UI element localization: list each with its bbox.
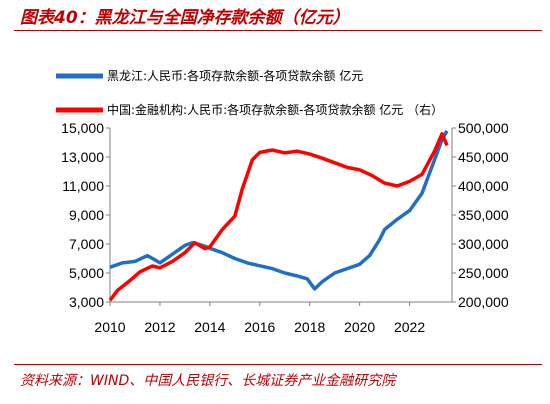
- right-tick-label: 200,000: [458, 294, 509, 310]
- x-tick-label: 2010: [94, 319, 125, 335]
- right-tick-label: 450,000: [458, 149, 509, 165]
- x-tick-label: 2016: [244, 319, 275, 335]
- left-tick-label: 15,000: [61, 120, 104, 136]
- x-tick-label: 2020: [344, 319, 375, 335]
- figure-title: 图表40：黑龙江与全国净存款余额（亿元）: [20, 8, 350, 28]
- tick-labels: 3,000 5,000 7,000 9,000 11,000 13,000 15,000 20…: [61, 120, 509, 335]
- title-divider: [14, 30, 542, 31]
- right-tick-label: 350,000: [458, 207, 509, 223]
- chart-legend: 黑龙江:人民币:各项存款余额-各项贷款余额 亿元 中国:金融机构:人民币:各项存…: [56, 68, 443, 117]
- series-line-national: [108, 132, 449, 302]
- left-tick-label: 3,000: [69, 294, 104, 310]
- source-divider: [14, 364, 542, 365]
- source-note: 资料来源：WIND、中国人民银行、长城证券产业金融研究院: [20, 373, 396, 389]
- x-tick-label: 2022: [394, 319, 425, 335]
- chart-axes: [106, 127, 456, 306]
- right-tick-label: 500,000: [458, 120, 509, 136]
- legend-label-heilongjiang: 黑龙江:人民币:各项存款余额-各项贷款余额 亿元: [107, 68, 363, 83]
- left-tick-label: 9,000: [69, 207, 104, 223]
- left-tick-label: 5,000: [69, 265, 104, 281]
- series-line-heilongjiang: [109, 130, 449, 291]
- right-tick-label: 400,000: [458, 178, 509, 194]
- left-tick-label: 7,000: [69, 236, 104, 252]
- x-tick-label: 2012: [144, 319, 175, 335]
- right-tick-label: 250,000: [458, 265, 509, 281]
- left-tick-label: 13,000: [61, 149, 104, 165]
- legend-label-national: 中国:金融机构:人民币:各项存款余额-各项贷款余额 亿元 （右）: [107, 102, 443, 117]
- right-tick-label: 300,000: [458, 236, 509, 252]
- x-tick-label: 2018: [294, 319, 325, 335]
- x-tick-label: 2014: [194, 319, 225, 335]
- series-lines: [108, 130, 449, 302]
- left-tick-label: 11,000: [62, 178, 104, 194]
